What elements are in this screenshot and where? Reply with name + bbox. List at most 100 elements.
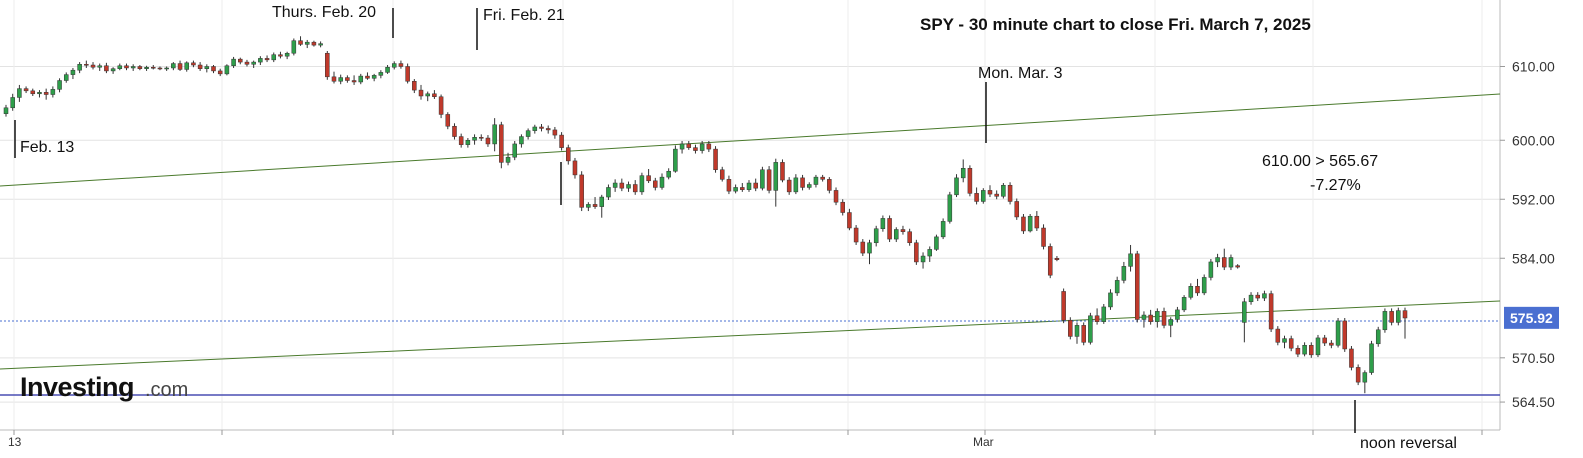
- candle-body: [726, 179, 732, 192]
- candle-body: [974, 193, 979, 202]
- candle-body: [793, 177, 799, 193]
- candle-body: [840, 201, 845, 213]
- candle-body: [706, 143, 712, 150]
- candle-body: [284, 52, 290, 57]
- candle-body: [914, 242, 919, 263]
- candle-body: [860, 241, 866, 254]
- candle-body: [786, 179, 792, 193]
- candle-body: [867, 242, 872, 254]
- candle-body: [97, 65, 102, 68]
- candle-body: [231, 58, 236, 67]
- candle-body: [1054, 258, 1060, 260]
- candle-body: [1081, 325, 1086, 343]
- candle-body: [318, 43, 323, 46]
- candle-body: [445, 114, 451, 127]
- candle-body: [1329, 342, 1334, 346]
- candle-body: [1302, 345, 1307, 355]
- candle-body: [920, 255, 926, 263]
- candle-body: [1068, 319, 1073, 337]
- candle-body: [592, 204, 598, 207]
- candle-body: [238, 58, 243, 63]
- candle-body: [847, 212, 852, 229]
- y-axis: 610.00 600.00 592.00 584.00 575.92 570.50 564.…: [1500, 59, 1559, 410]
- candle-body: [827, 179, 832, 191]
- candle-body: [1094, 315, 1100, 322]
- label-feb21: Fri. Feb. 21: [483, 7, 565, 24]
- candle-body: [351, 80, 357, 83]
- candle-body: [693, 147, 698, 151]
- candle-body: [50, 89, 56, 95]
- candle-body: [157, 67, 163, 70]
- candle-body: [77, 64, 82, 71]
- candle-body: [258, 58, 263, 63]
- candle-body: [1195, 286, 1200, 294]
- candle-body: [1061, 291, 1066, 321]
- candle-body: [57, 80, 62, 90]
- candle-body: [1248, 294, 1254, 303]
- candle-body: [63, 74, 69, 81]
- label-mar3: Mon. Mar. 3: [978, 65, 1063, 82]
- candle-body: [1335, 320, 1341, 346]
- candle-body: [1001, 184, 1006, 197]
- candle-body: [391, 63, 397, 68]
- y-tick-label: 592.00: [1512, 191, 1555, 207]
- candle-body: [452, 125, 457, 137]
- candle-body: [278, 54, 283, 57]
- candle-body: [1134, 253, 1140, 320]
- candle-body: [1315, 337, 1321, 356]
- candles: [3, 36, 1408, 394]
- candle-body: [425, 93, 430, 97]
- candle-body: [492, 124, 497, 145]
- candle-body: [733, 187, 738, 192]
- candle-body: [1255, 294, 1260, 299]
- candle-body: [900, 229, 906, 232]
- candle-body: [412, 81, 417, 91]
- candle-body: [907, 231, 912, 244]
- x-tick-label: Mar: [973, 435, 994, 449]
- label-feb20: Thurs. Feb. 20: [272, 4, 376, 21]
- candle-body: [1389, 311, 1394, 323]
- candle-body: [1175, 309, 1180, 320]
- candle-body: [626, 184, 631, 189]
- candle-body: [191, 62, 196, 66]
- candle-body: [1262, 293, 1267, 299]
- candle-body: [1007, 184, 1013, 202]
- label-change-price: 610.00 > 565.67: [1262, 153, 1378, 170]
- candle-body: [947, 194, 953, 222]
- candle-body: [137, 66, 143, 69]
- candle-body: [117, 65, 123, 69]
- candle-body: [1235, 265, 1240, 268]
- candle-body: [646, 175, 651, 182]
- candle-body: [659, 176, 665, 188]
- candle-body: [405, 66, 410, 82]
- candle-body: [880, 218, 886, 230]
- candle-body: [934, 236, 939, 250]
- candle-body: [686, 143, 692, 148]
- candle-body: [171, 63, 176, 69]
- candle-body: [833, 190, 839, 203]
- y-tick-label: 610.00: [1512, 59, 1555, 75]
- candle-body: [960, 168, 966, 179]
- candle-body: [566, 147, 571, 162]
- candle-body: [17, 88, 22, 98]
- candle-body: [1188, 286, 1194, 298]
- candle-body: [1041, 227, 1046, 247]
- candle-body: [894, 229, 899, 240]
- candle-body: [773, 162, 779, 191]
- candle-body: [84, 64, 89, 66]
- candle-body: [151, 66, 156, 69]
- candle-body: [30, 90, 36, 95]
- x-tick-label: 13: [8, 435, 22, 449]
- candle-body: [124, 65, 129, 69]
- y-tick-label: 584.00: [1512, 250, 1555, 266]
- candle-body: [365, 75, 370, 79]
- candle-body: [331, 76, 337, 82]
- x-axis: 13 Mar: [8, 430, 1483, 449]
- candle-body: [1161, 311, 1167, 326]
- candle-body: [1121, 266, 1127, 281]
- candle-body: [1228, 257, 1234, 268]
- candle-body: [887, 218, 892, 240]
- candle-body: [800, 177, 805, 188]
- candle-body: [981, 190, 986, 202]
